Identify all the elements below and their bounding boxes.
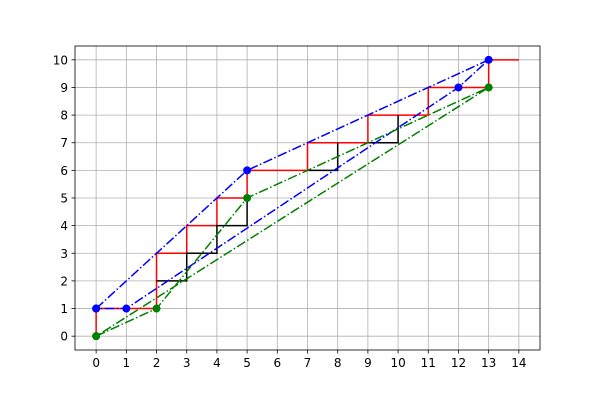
y-tick-label: 8 (60, 109, 68, 123)
x-tick-label: 7 (304, 356, 312, 370)
x-tick-label: 6 (273, 356, 281, 370)
point-marker (92, 304, 101, 313)
x-tick-label: 10 (390, 356, 405, 370)
y-tick-label: 7 (60, 136, 68, 150)
x-tick-label: 9 (364, 356, 372, 370)
point-marker (243, 194, 252, 202)
x-tick-label: 4 (213, 356, 221, 370)
y-tick-label: 0 (60, 330, 68, 344)
y-tick-label: 2 (60, 274, 68, 288)
x-tick-label: 14 (511, 356, 526, 370)
y-tick-label: 10 (53, 53, 68, 67)
point-marker (152, 304, 161, 313)
point-marker (92, 332, 101, 341)
y-tick-label: 1 (60, 302, 68, 316)
y-tick-label: 3 (60, 247, 68, 261)
y-tick-label: 9 (60, 81, 68, 95)
x-tick-label: 0 (92, 356, 100, 370)
y-tick-label: 5 (60, 192, 68, 206)
x-tick-label: 12 (451, 356, 466, 370)
point-marker (122, 304, 131, 313)
series-line (95, 59, 490, 310)
series-line (156, 115, 399, 282)
x-tick-label: 5 (243, 356, 251, 370)
x-tick-label: 13 (481, 356, 496, 370)
x-tick-label: 8 (334, 356, 342, 370)
x-tick-label: 3 (183, 356, 191, 370)
x-tick-label: 11 (421, 356, 436, 370)
y-tick-label: 6 (60, 164, 68, 178)
x-tick-label: 1 (123, 356, 131, 370)
x-tick-label: 2 (153, 356, 161, 370)
point-marker (243, 166, 252, 175)
point-marker (454, 83, 463, 92)
point-marker (484, 55, 493, 64)
y-tick-label: 4 (60, 219, 68, 233)
point-marker (484, 83, 493, 92)
